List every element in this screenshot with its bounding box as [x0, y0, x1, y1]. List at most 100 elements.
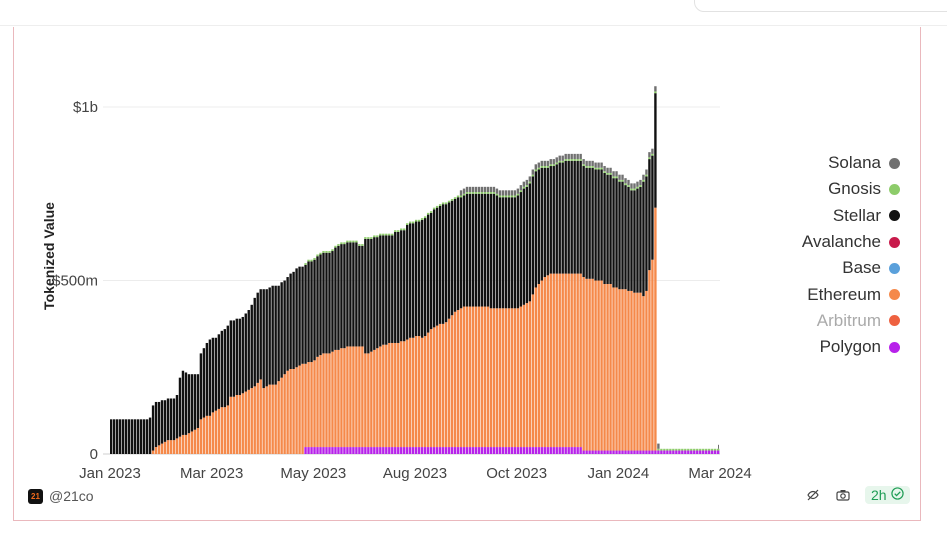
camera-icon[interactable]: [835, 487, 851, 503]
bar-stack: [238, 318, 241, 454]
bar-segment-stellar: [223, 329, 227, 408]
legend-item-polygon[interactable]: Polygon: [770, 334, 900, 360]
bar-stack: [678, 448, 681, 454]
bar-segment-stellar: [438, 205, 442, 324]
bar-stack: [711, 448, 714, 454]
bar-segment-ethereum: [540, 280, 543, 448]
bar-segment-stellar: [349, 242, 352, 347]
refresh-status-badge[interactable]: 2h: [865, 486, 910, 504]
bar-segment-gnosis: [513, 195, 517, 198]
bar-segment-ethereum: [537, 283, 540, 448]
bar-segment-ethereum: [621, 289, 624, 451]
bar-segment-ethereum: [259, 379, 262, 454]
bar-segment-polygon: [325, 447, 328, 454]
bar-segment-polygon: [594, 450, 597, 454]
bar-segment-stellar: [370, 238, 373, 352]
bar-segment-polygon: [403, 447, 406, 454]
brand-handle: @21co: [49, 488, 94, 504]
bar-segment-ethereum: [513, 308, 517, 448]
bar-segment-solana: [639, 179, 642, 186]
eye-off-icon[interactable]: [805, 487, 821, 503]
top-search-bar[interactable]: [694, 0, 947, 12]
bar-segment-ethereum: [636, 292, 639, 451]
bar-segment-ethereum: [172, 440, 176, 454]
bar-stack: [154, 401, 158, 454]
bar-stack: [415, 219, 418, 454]
bar-segment-gnosis: [585, 166, 588, 168]
bar-segment-ethereum: [495, 308, 499, 448]
bar-stack: [280, 282, 283, 454]
legend-item-ethereum[interactable]: Ethereum: [770, 281, 900, 307]
bar-segment-polygon: [657, 450, 660, 454]
bar-stack: [657, 443, 660, 454]
bar-segment-polygon: [483, 447, 487, 454]
bar-segment-gnosis: [657, 448, 660, 451]
bar-segment-ethereum: [453, 311, 457, 448]
bar-segment-gnosis: [687, 448, 690, 451]
bar-segment-gnosis: [666, 448, 669, 451]
bar-segment-solana: [651, 148, 654, 154]
legend-item-base[interactable]: Base: [770, 255, 900, 281]
bar-segment-polygon: [382, 447, 385, 454]
bar-stack: [181, 370, 185, 454]
legend-item-stellar[interactable]: Stellar: [770, 203, 900, 229]
legend-item-gnosis[interactable]: Gnosis: [770, 176, 900, 202]
bar-stack: [328, 251, 331, 454]
bar-stack: [268, 287, 271, 454]
bar-segment-stellar: [450, 200, 454, 316]
bar-segment-polygon: [322, 447, 325, 454]
legend-item-avalanche[interactable]: Avalanche: [770, 229, 900, 255]
legend-item-arbitrum[interactable]: Arbitrum: [770, 308, 900, 334]
bar-stack: [660, 448, 663, 454]
bar-stack: [334, 245, 337, 454]
bar-stack: [265, 289, 268, 454]
bar-segment-ethereum: [247, 389, 250, 454]
bar-segment-stellar: [459, 197, 463, 309]
bar-segment-solana: [570, 153, 573, 160]
bar-segment-polygon: [379, 447, 382, 454]
bar-stack: [474, 186, 478, 454]
bar-segment-gnosis: [567, 159, 570, 161]
bar-stack: [388, 233, 391, 454]
bar-segment-solana: [510, 190, 514, 196]
bar-segment-stellar: [190, 374, 194, 432]
bar-stack: [283, 280, 286, 454]
bar-segment-stellar: [331, 251, 334, 352]
bar-stack: [406, 223, 409, 454]
bar-segment-ethereum: [543, 277, 546, 448]
bar-segment-polygon: [678, 450, 681, 454]
bar-stack: [513, 190, 517, 454]
bar-segment-polygon: [391, 447, 394, 454]
bar-segment-polygon: [343, 447, 346, 454]
bar-segment-solana: [519, 185, 523, 191]
bar-stack: [187, 374, 191, 454]
bar-segment-gnosis: [561, 160, 564, 163]
chart-card: [13, 27, 921, 521]
legend-swatch-icon: [889, 183, 900, 195]
bar-segment-stellar: [250, 304, 253, 389]
legend-item-solana[interactable]: Solana: [770, 150, 900, 176]
legend-label: Base: [842, 258, 881, 278]
bar-stack: [438, 204, 442, 454]
bar-segment-stellar: [534, 171, 537, 288]
bar-segment-polygon: [651, 450, 654, 454]
bar-stack: [552, 159, 555, 454]
bar-segment-gnosis: [447, 200, 451, 203]
bar-stack: [190, 374, 194, 454]
bar-segment-polygon: [471, 447, 475, 454]
bar-segment-solana: [525, 179, 529, 186]
x-tick-label: May 2023: [280, 465, 346, 482]
bar-stack: [504, 190, 508, 454]
bar-segment-stellar: [130, 419, 134, 454]
legend-label: Solana: [828, 153, 881, 173]
bar-stack: [304, 263, 307, 454]
bar-segment-solana: [612, 171, 615, 177]
bar-segment-gnosis: [397, 230, 400, 232]
bar-stack: [501, 190, 505, 454]
bar-segment-polygon: [429, 447, 433, 454]
bar-segment-polygon: [367, 447, 370, 454]
bar-segment-gnosis: [648, 157, 651, 160]
bar-stack: [259, 289, 262, 454]
bar-segment-ethereum: [456, 310, 460, 448]
x-tick-label: Oct 2023: [486, 465, 547, 482]
